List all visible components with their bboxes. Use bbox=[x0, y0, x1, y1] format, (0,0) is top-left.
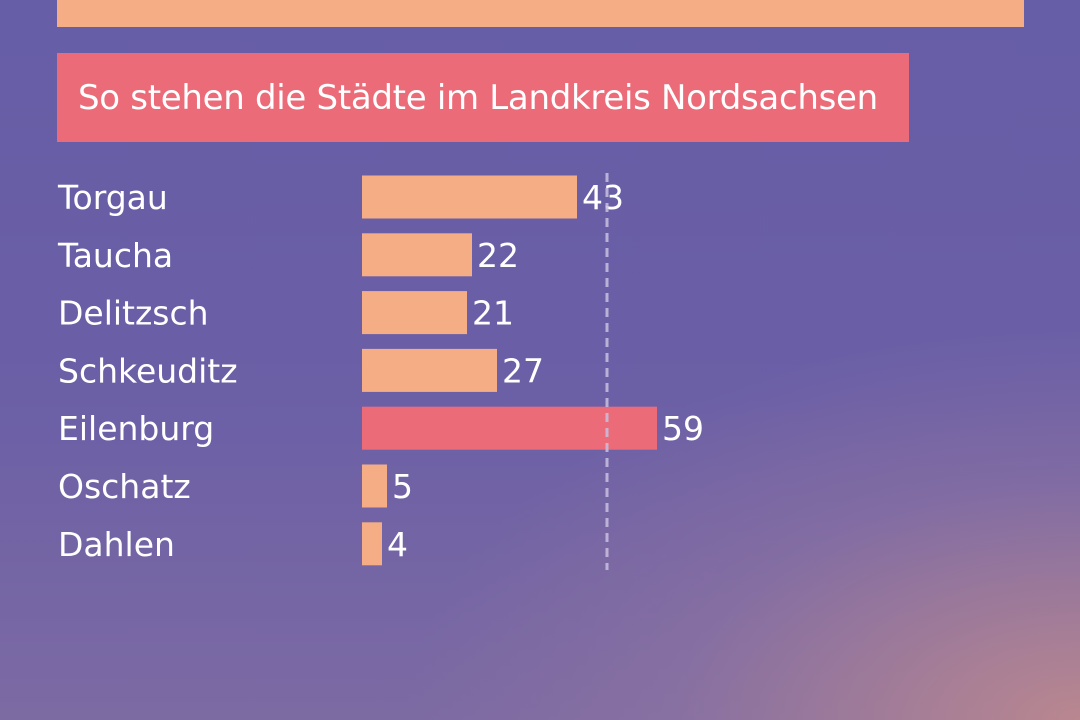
bar-schkeuditz bbox=[362, 348, 497, 392]
category-label-delitzsch: Delitzsch bbox=[58, 294, 209, 333]
category-label-oschatz: Oschatz bbox=[58, 467, 191, 506]
bar-delitzsch bbox=[362, 291, 467, 335]
bar-torgau bbox=[362, 175, 577, 219]
chart-title-box: So stehen die Städte im Landkreis Nordsa… bbox=[57, 53, 909, 142]
value-label-dahlen: 4 bbox=[387, 525, 408, 564]
top-banner-strip bbox=[57, 0, 1024, 27]
value-label-taucha: 22 bbox=[477, 236, 519, 275]
category-label-schkeuditz: Schkeuditz bbox=[58, 351, 238, 390]
value-label-schkeuditz: 27 bbox=[502, 351, 544, 390]
value-label-eilenburg: 59 bbox=[662, 409, 704, 448]
category-label-taucha: Taucha bbox=[57, 236, 173, 275]
bar-eilenburg bbox=[362, 406, 657, 450]
value-label-delitzsch: 21 bbox=[472, 294, 514, 333]
category-label-torgau: Torgau bbox=[57, 178, 168, 217]
chart-title: So stehen die Städte im Landkreis Nordsa… bbox=[78, 77, 878, 118]
bar-taucha bbox=[362, 233, 472, 277]
bar-dahlen bbox=[362, 522, 382, 566]
category-label-eilenburg: Eilenburg bbox=[58, 409, 214, 448]
value-label-torgau: 43 bbox=[582, 178, 624, 217]
bar-oschatz bbox=[362, 464, 387, 508]
value-label-oschatz: 5 bbox=[392, 467, 413, 506]
category-label-dahlen: Dahlen bbox=[58, 525, 175, 564]
